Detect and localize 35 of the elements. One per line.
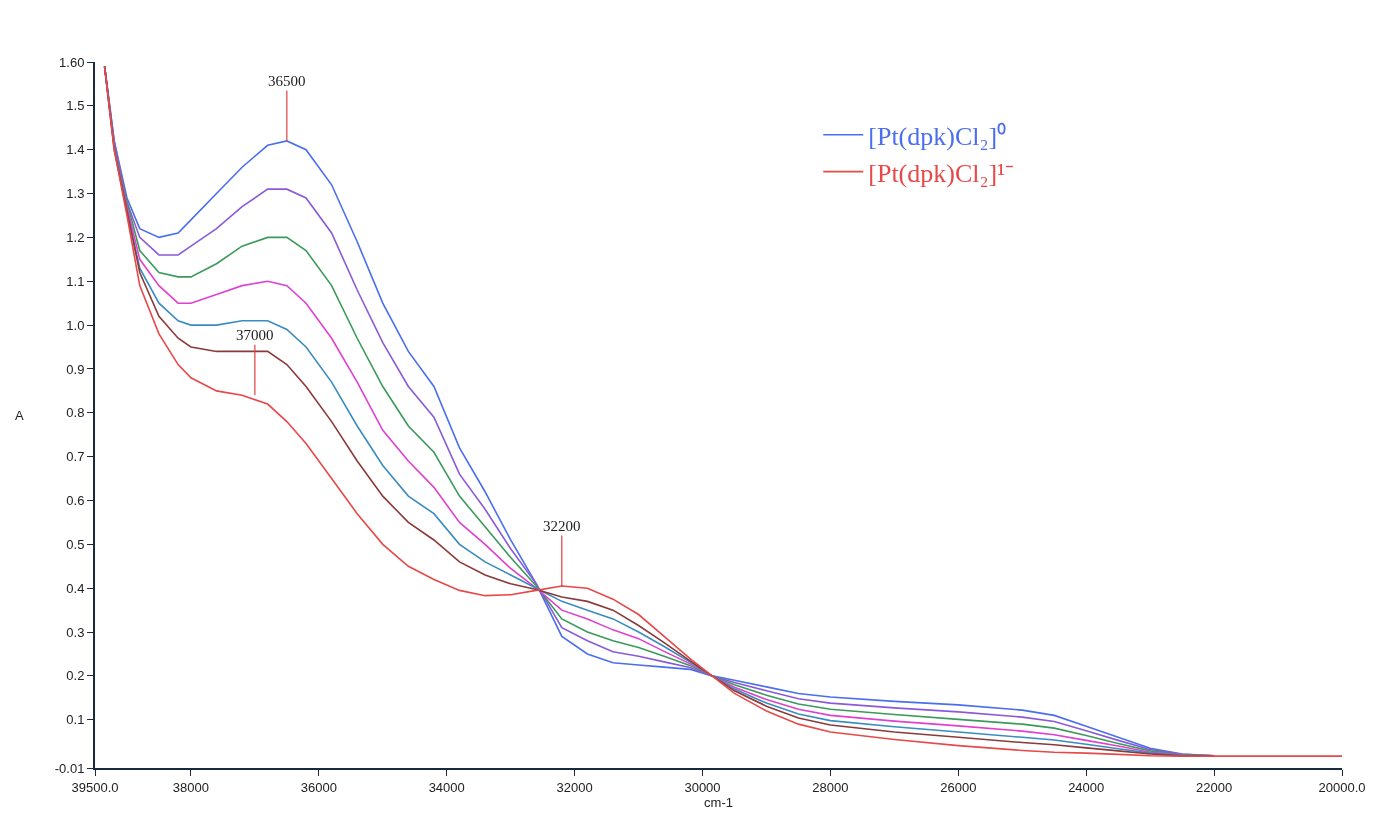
y-tick-label: 1.0	[66, 317, 85, 333]
y-tick-label: 0.6	[66, 493, 85, 509]
y-tick-label: 0.2	[66, 668, 85, 684]
annotation: 37000	[236, 327, 274, 343]
x-tick-label: 32000	[556, 779, 593, 795]
x-tick-label: 30000	[684, 779, 721, 795]
y-axis-title: A	[15, 408, 24, 423]
x-tick-label: 39500.0	[71, 779, 119, 795]
annotation: 36500	[268, 73, 306, 89]
y-tick-label: 0.7	[66, 449, 85, 465]
legend-label: [Pt(dpk)Cl₂]⁰	[868, 121, 1007, 151]
x-tick-label: 20000.0	[1318, 779, 1366, 795]
x-tick-label: 34000	[428, 779, 465, 795]
y-tick-label: 0.4	[66, 580, 85, 596]
y-tick-label: 0.5	[66, 536, 85, 552]
y-tick-label: 0.1	[66, 712, 85, 728]
x-tick-label: 38000	[172, 779, 209, 795]
annotation: 32200	[543, 518, 581, 534]
y-tick-label: 1.1	[66, 273, 85, 289]
x-axis-title: cm-1	[704, 794, 733, 810]
y-tick-label: -0.01	[54, 760, 85, 776]
x-tick-label: 36000	[300, 779, 337, 795]
y-tick-label: 1.2	[66, 229, 85, 245]
legend-label: [Pt(dpk)Cl₂]¹⁻	[868, 158, 1015, 188]
y-tick-label: 0.8	[66, 405, 85, 421]
y-tick-label: 1.60	[59, 54, 85, 70]
x-tick-label: 28000	[812, 779, 849, 795]
y-tick-label: 1.5	[66, 98, 85, 114]
y-tick-label: 0.9	[66, 361, 85, 377]
y-tick-label: 0.3	[66, 624, 85, 640]
x-tick-label: 24000	[1068, 779, 1105, 795]
x-tick-label: 22000	[1196, 779, 1233, 795]
y-tick-label: 1.4	[66, 142, 85, 158]
x-tick-label: 26000	[940, 779, 977, 795]
y-tick-label: 1.3	[66, 186, 85, 202]
